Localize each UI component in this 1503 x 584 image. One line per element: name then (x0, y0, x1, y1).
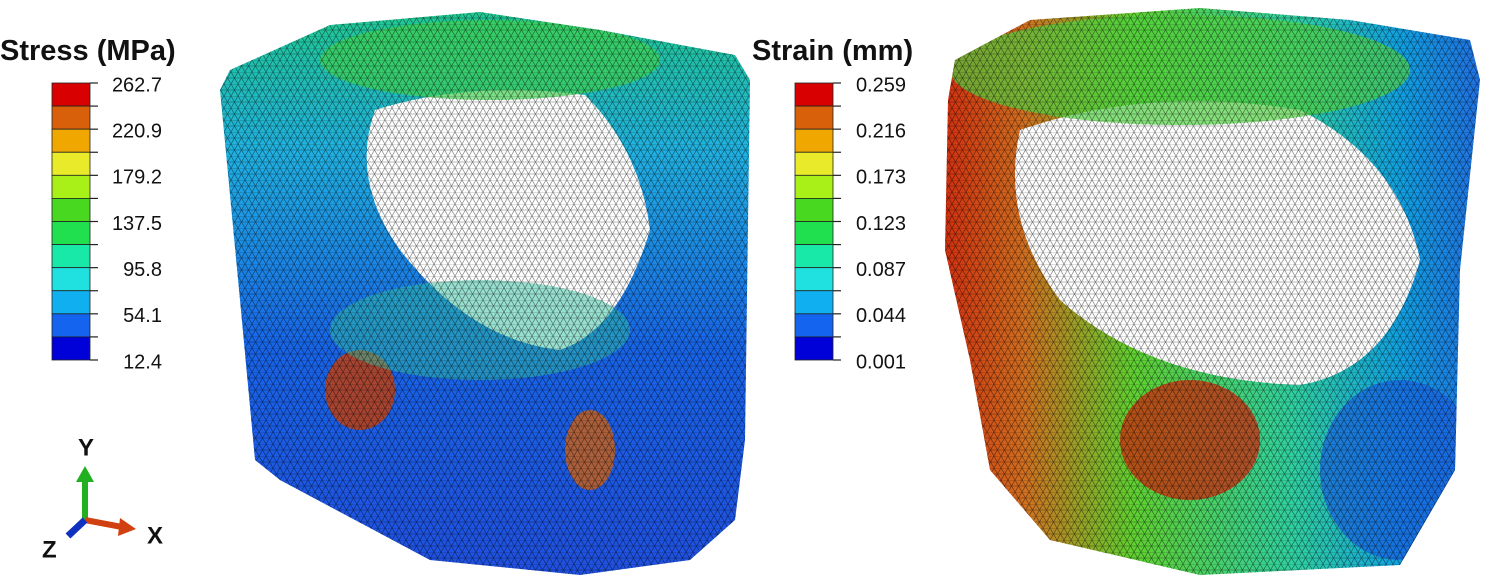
color-band (51, 244, 91, 269)
legend-label: 179.2 (112, 167, 162, 189)
strain-body (945, 8, 1480, 575)
color-band (51, 267, 91, 292)
legend-label: 0.173 (856, 167, 906, 189)
color-band (794, 267, 834, 292)
color-band (794, 174, 834, 199)
legend-label: 54.1 (123, 305, 162, 327)
color-band (794, 198, 834, 222)
legend-label: 0.216 (856, 120, 906, 142)
axis-label: Z (42, 536, 57, 563)
color-band (794, 128, 834, 153)
color-band (794, 221, 834, 245)
color-band (51, 105, 91, 130)
color-band (794, 336, 834, 361)
legend-label: 220.9 (112, 120, 162, 142)
color-band (51, 221, 91, 245)
legend-title: Stress (MPa) (0, 35, 176, 67)
legend-label: 0.259 (856, 74, 906, 96)
color-band (794, 244, 834, 269)
color-band (794, 105, 834, 130)
color-band (51, 82, 91, 107)
color-band (51, 198, 91, 222)
legend-title: Strain (mm) (752, 35, 913, 67)
axis-label: X (147, 522, 163, 549)
axis-label: Y (78, 434, 94, 461)
legend-label: 0.087 (856, 259, 906, 281)
triad: Y X Z (42, 434, 163, 563)
legend-label: 0.123 (856, 213, 906, 235)
legend-label: 262.7 (112, 74, 162, 96)
color-band (794, 82, 834, 107)
stress-body (220, 12, 750, 575)
color-band (51, 336, 91, 361)
color-band (51, 128, 91, 153)
legend-label: 12.4 (123, 351, 162, 373)
color-band (794, 313, 834, 338)
color-band (794, 290, 834, 315)
color-band (794, 151, 834, 176)
color-band (51, 174, 91, 199)
color-band (51, 290, 91, 315)
color-band (51, 151, 91, 176)
color-band (51, 313, 91, 338)
legend-label: 0.001 (856, 351, 906, 373)
legend-label: 0.044 (856, 305, 906, 327)
legend-label: 137.5 (112, 213, 162, 235)
legend-label: 95.8 (123, 259, 162, 281)
